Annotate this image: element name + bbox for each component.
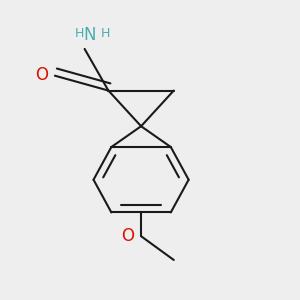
Text: H: H [75, 27, 85, 40]
Text: O: O [35, 66, 48, 84]
Text: O: O [122, 227, 134, 245]
Text: N: N [84, 26, 96, 44]
Text: H: H [101, 27, 110, 40]
